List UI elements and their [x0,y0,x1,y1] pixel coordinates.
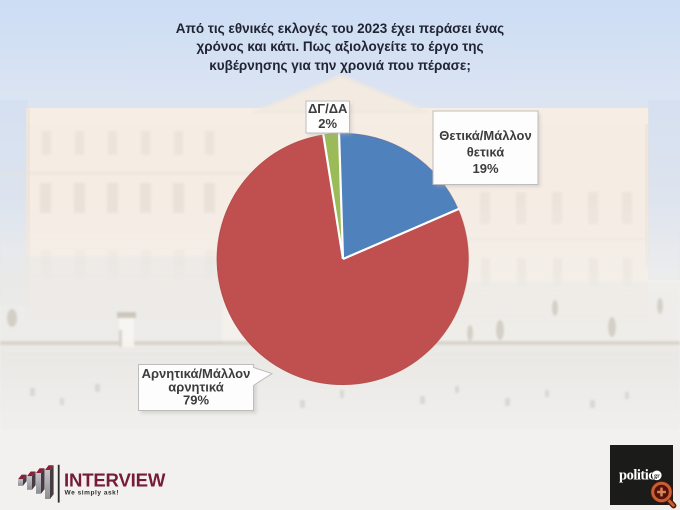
svg-text:We simply ask!: We simply ask! [65,490,120,497]
svg-text:2%: 2% [318,116,337,131]
svg-text:gr: gr [654,474,660,480]
svg-text:Αρνητικά/Μάλλον: Αρνητικά/Μάλλον [142,366,251,381]
svg-text:19%: 19% [472,161,498,176]
svg-text:ΔΓ/ΔΑ: ΔΓ/ΔΑ [308,101,348,116]
svg-text:politic: politic [619,468,655,484]
svg-text:79%: 79% [183,393,209,408]
svg-text:Θετικά/Μάλλον: Θετικά/Μάλλον [439,128,531,143]
svg-text:INTERVIEW: INTERVIEW [64,470,166,491]
svg-text:θετικά: θετικά [467,145,504,160]
svg-text:αρνητικά: αρνητικά [168,380,223,395]
